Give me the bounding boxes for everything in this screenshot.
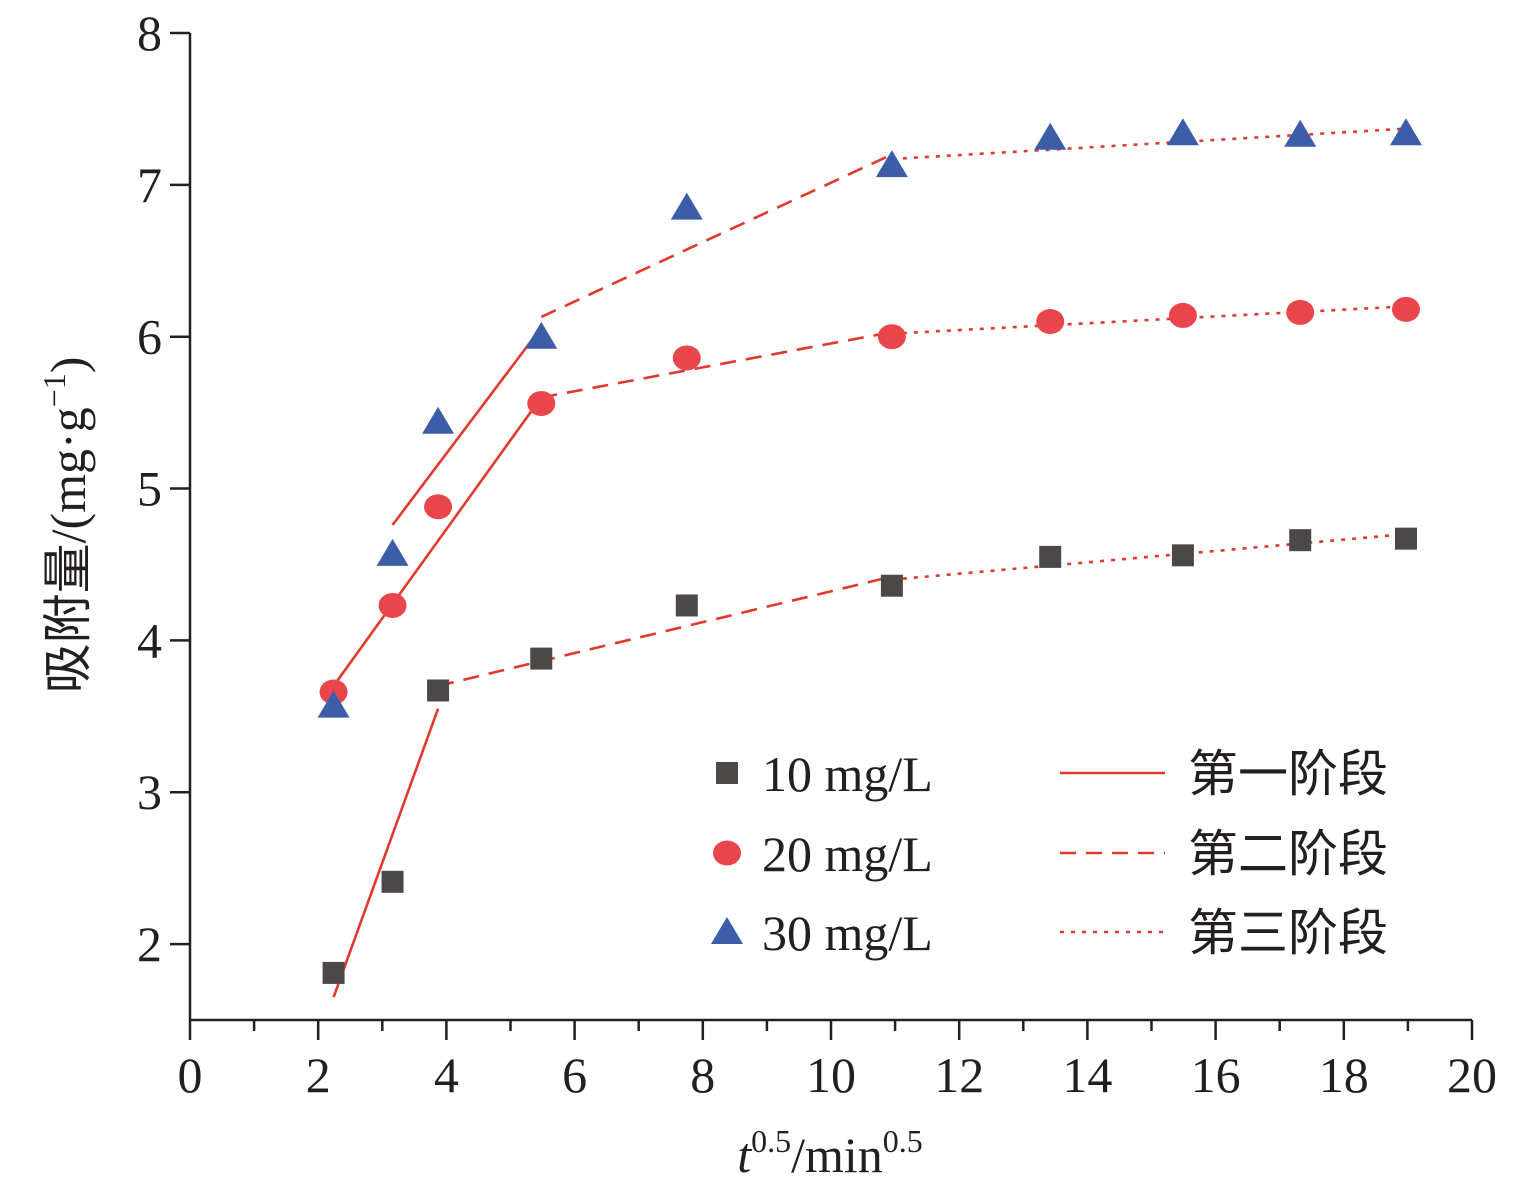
data-point bbox=[672, 345, 701, 371]
legend-marker bbox=[711, 917, 743, 944]
y-axis-title-close: ) bbox=[40, 357, 96, 374]
x-tick-label: 8 bbox=[690, 1047, 715, 1103]
data-point bbox=[670, 192, 703, 220]
fit-line-segment bbox=[391, 326, 543, 526]
data-point bbox=[317, 690, 350, 718]
x-axis-title: t0.5/min0.5 bbox=[737, 1123, 923, 1183]
data-point bbox=[527, 391, 556, 417]
y-tick-label: 8 bbox=[137, 5, 162, 61]
y-tick-label: 3 bbox=[137, 764, 162, 820]
x-axis-title-sup2: 0.5 bbox=[883, 1123, 923, 1159]
x-tick-label: 12 bbox=[934, 1047, 984, 1103]
y-axis-title-main: 吸附量/(mg·g bbox=[40, 407, 96, 693]
fit-line-segment bbox=[437, 575, 893, 688]
data-point bbox=[1039, 545, 1062, 568]
x-tick-label: 0 bbox=[178, 1047, 203, 1103]
data-point bbox=[530, 647, 553, 670]
x-tick-label: 20 bbox=[1447, 1047, 1497, 1103]
data-point bbox=[1289, 529, 1312, 552]
axes: 0 2 4 6 8 10 12 14 16 18 20 2 3 4 5 6 7 8 bbox=[137, 5, 1497, 1103]
data-point bbox=[1284, 119, 1317, 147]
y-axis-title: 吸附量/(mg·g−1) bbox=[36, 357, 96, 694]
data-point bbox=[880, 574, 903, 597]
fit-line-segment bbox=[891, 305, 1407, 335]
y-tick-label: 6 bbox=[137, 309, 162, 365]
data-point bbox=[1286, 299, 1315, 325]
data-point bbox=[877, 324, 906, 350]
legend-marker bbox=[716, 762, 738, 784]
legend-label: 第一阶段 bbox=[1188, 746, 1388, 802]
data-point bbox=[322, 961, 345, 984]
data-points bbox=[317, 118, 1422, 984]
y-tick-label: 4 bbox=[137, 612, 162, 668]
data-point bbox=[875, 150, 908, 178]
data-point bbox=[1391, 296, 1420, 322]
data-point bbox=[1166, 118, 1199, 146]
fit-line-segment bbox=[891, 127, 1407, 161]
fit-line-segment bbox=[541, 330, 893, 399]
data-point bbox=[675, 594, 698, 617]
data-point bbox=[376, 538, 409, 566]
x-tick-label: 4 bbox=[434, 1047, 459, 1103]
x-axis-title-base: t bbox=[737, 1127, 752, 1183]
x-tick-label: 2 bbox=[306, 1047, 331, 1103]
data-point bbox=[1168, 302, 1197, 328]
x-axis-title-sup1: 0.5 bbox=[751, 1123, 791, 1159]
data-point bbox=[1389, 118, 1422, 146]
data-point bbox=[424, 494, 453, 520]
y-axis-title-sup: −1 bbox=[36, 373, 72, 407]
data-point bbox=[1394, 527, 1417, 550]
x-tick-label: 6 bbox=[562, 1047, 587, 1103]
data-point bbox=[1036, 309, 1065, 335]
data-point bbox=[381, 870, 404, 893]
data-point bbox=[422, 406, 455, 434]
legend-label: 第二阶段 bbox=[1188, 826, 1388, 882]
x-tick-label: 18 bbox=[1319, 1047, 1369, 1103]
y-tick-label: 5 bbox=[137, 461, 162, 517]
fit-line-segment bbox=[891, 532, 1407, 581]
legend-label: 30 mg/L bbox=[762, 905, 933, 961]
fit-line-segment bbox=[332, 396, 543, 687]
legend-label: 20 mg/L bbox=[762, 826, 933, 882]
data-point bbox=[1034, 122, 1067, 150]
fit-lines bbox=[332, 127, 1407, 998]
data-point bbox=[378, 592, 407, 618]
fit-line-segment bbox=[540, 153, 893, 319]
y-tick-label: 2 bbox=[137, 916, 162, 972]
legend-marker bbox=[713, 840, 741, 866]
x-tick-label: 16 bbox=[1191, 1047, 1241, 1103]
fit-line-segment bbox=[332, 708, 440, 998]
legend-label: 第三阶段 bbox=[1188, 905, 1388, 961]
legend-label: 10 mg/L bbox=[762, 746, 933, 802]
y-tick-label: 7 bbox=[137, 157, 162, 213]
data-point bbox=[525, 321, 558, 349]
x-tick-label: 10 bbox=[806, 1047, 856, 1103]
data-point bbox=[1171, 544, 1194, 567]
x-axis-title-mid: /min bbox=[791, 1127, 883, 1183]
data-point bbox=[427, 679, 450, 702]
x-tick-label: 14 bbox=[1062, 1047, 1112, 1103]
